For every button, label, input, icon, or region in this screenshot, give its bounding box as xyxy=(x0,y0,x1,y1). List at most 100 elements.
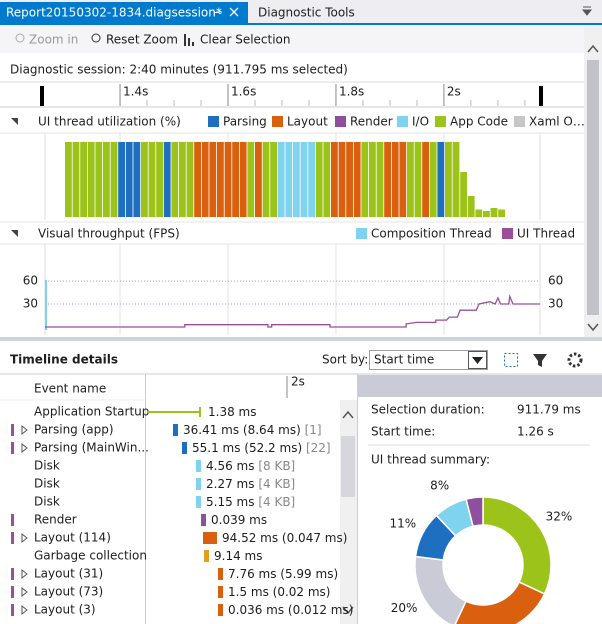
event-name: Layout (73) xyxy=(34,585,103,599)
section-title: UI thread utilization (%) xyxy=(38,115,181,129)
legend-swatch xyxy=(208,116,219,127)
event-duration: 0.039 ms xyxy=(211,513,267,527)
utilization-bar xyxy=(300,142,308,217)
duration: 5.15 ms xyxy=(206,495,254,509)
y-tick-label: 30 xyxy=(23,297,38,311)
session-info: Diagnostic session: 2:40 minutes (911.79… xyxy=(10,63,348,77)
thread-marker xyxy=(11,514,14,526)
event-bar xyxy=(196,478,201,490)
duration: 94.52 ms (0.047 ms) xyxy=(222,531,347,545)
legend-label: Parsing xyxy=(223,115,267,129)
reset-zoom[interactable]: Reset Zoom xyxy=(106,33,178,47)
thread-marker xyxy=(11,604,14,616)
utilization-bar xyxy=(277,142,285,217)
tab-underline xyxy=(0,23,602,25)
event-name: Disk xyxy=(34,477,60,491)
other-tab-title[interactable]: Diagnostic Tools xyxy=(258,6,355,20)
legend-label: Xaml O… xyxy=(529,115,585,129)
duration: 0.036 ms (0.012 ms) xyxy=(228,603,353,617)
event-bar xyxy=(204,550,209,562)
zoom-in[interactable]: Zoom in xyxy=(29,33,78,47)
ruler-label: 1.6s xyxy=(231,85,256,99)
selection-end-handle[interactable] xyxy=(539,86,543,106)
utilization-bar xyxy=(315,142,323,217)
utilization-bar xyxy=(338,142,346,217)
sort-label: Sort by: xyxy=(322,353,368,367)
utilization-bar xyxy=(483,211,490,217)
fps-line xyxy=(45,293,540,328)
legend-label: Render xyxy=(350,115,393,129)
duration-extra: [4 KB] xyxy=(258,495,295,509)
utilization-bar xyxy=(445,142,452,217)
utilization-bar xyxy=(247,142,255,217)
event-bar xyxy=(201,514,206,526)
utilization-bar xyxy=(498,209,505,217)
thread-marker xyxy=(11,442,14,454)
ruler-label: 2s xyxy=(447,85,461,99)
legend-label: I/O xyxy=(412,115,429,129)
event-duration: 0.036 ms (0.012 ms) xyxy=(228,603,353,617)
expander xyxy=(21,442,28,454)
event-name: Layout (114) xyxy=(34,531,111,545)
legend-swatch xyxy=(514,116,525,127)
expander xyxy=(21,586,28,598)
utilization-bar xyxy=(475,209,483,217)
details-scrollbar[interactable] xyxy=(340,400,357,624)
utilization-bar xyxy=(133,142,141,217)
toolbar xyxy=(0,25,584,53)
utilization-bar xyxy=(323,142,331,217)
utilization-bar xyxy=(429,142,437,217)
scroll-down[interactable] xyxy=(587,323,599,332)
collapse-icon[interactable] xyxy=(11,118,18,125)
donut-segment xyxy=(465,496,484,528)
scroll-up[interactable] xyxy=(342,410,354,419)
close-icon[interactable] xyxy=(229,7,239,17)
legend-swatch xyxy=(502,228,513,239)
event-bar xyxy=(196,460,201,472)
settings-icon[interactable] xyxy=(567,352,583,368)
legend-swatch xyxy=(335,116,346,127)
event-duration: 7.76 ms (5.99 ms) xyxy=(228,567,338,581)
splitter[interactable] xyxy=(0,337,602,341)
duration: 36.41 ms (8.64 ms) xyxy=(183,423,301,437)
utilization-bar xyxy=(194,142,201,217)
duration-extra: [4 KB] xyxy=(258,477,295,491)
event-name: Application Startup xyxy=(34,405,149,419)
scroll-down[interactable] xyxy=(342,606,354,615)
utilization-bar xyxy=(422,142,429,217)
zoom-to-selection[interactable] xyxy=(504,353,518,367)
active-tab[interactable] xyxy=(0,2,248,25)
filter-icon[interactable] xyxy=(533,354,547,367)
y2-tick-label: 60 xyxy=(548,274,563,288)
scroll-up[interactable] xyxy=(587,44,599,53)
sort-select[interactable] xyxy=(369,350,488,370)
legend-label: Composition Thread xyxy=(371,227,492,241)
event-bar xyxy=(173,424,178,436)
tab-menu[interactable] xyxy=(581,6,593,16)
scroll-thumb[interactable] xyxy=(341,436,355,497)
clear-selection[interactable]: Clear Selection xyxy=(200,33,291,47)
summary-title: UI thread summary: xyxy=(371,453,490,467)
dropdown-arrow xyxy=(472,357,483,364)
ruler-label: 1.8s xyxy=(339,85,364,99)
scroll-thumb[interactable] xyxy=(587,60,599,315)
duration-extra: [22] xyxy=(306,441,331,455)
collapse-icon[interactable] xyxy=(11,230,18,237)
utilization-bar xyxy=(125,142,133,217)
selection-start-handle[interactable] xyxy=(40,86,44,106)
event-duration: 55.1 ms (52.2 ms) [22] xyxy=(192,441,331,455)
duration: 4.56 ms xyxy=(206,459,254,473)
utilization-bar xyxy=(179,142,186,217)
utilization-bar xyxy=(460,172,467,217)
legend-label: Layout xyxy=(287,115,328,129)
active-tab-title: Report20150302-1834.diagsession* xyxy=(6,6,222,20)
zoom-in-icon xyxy=(15,33,25,43)
utilization-bar xyxy=(391,142,399,217)
utilization-bar xyxy=(331,142,338,217)
thread-marker xyxy=(11,586,14,598)
legend-label: App Code xyxy=(450,115,508,129)
event-bar xyxy=(196,496,201,508)
pin-icon[interactable]: ⊸ xyxy=(213,6,222,19)
